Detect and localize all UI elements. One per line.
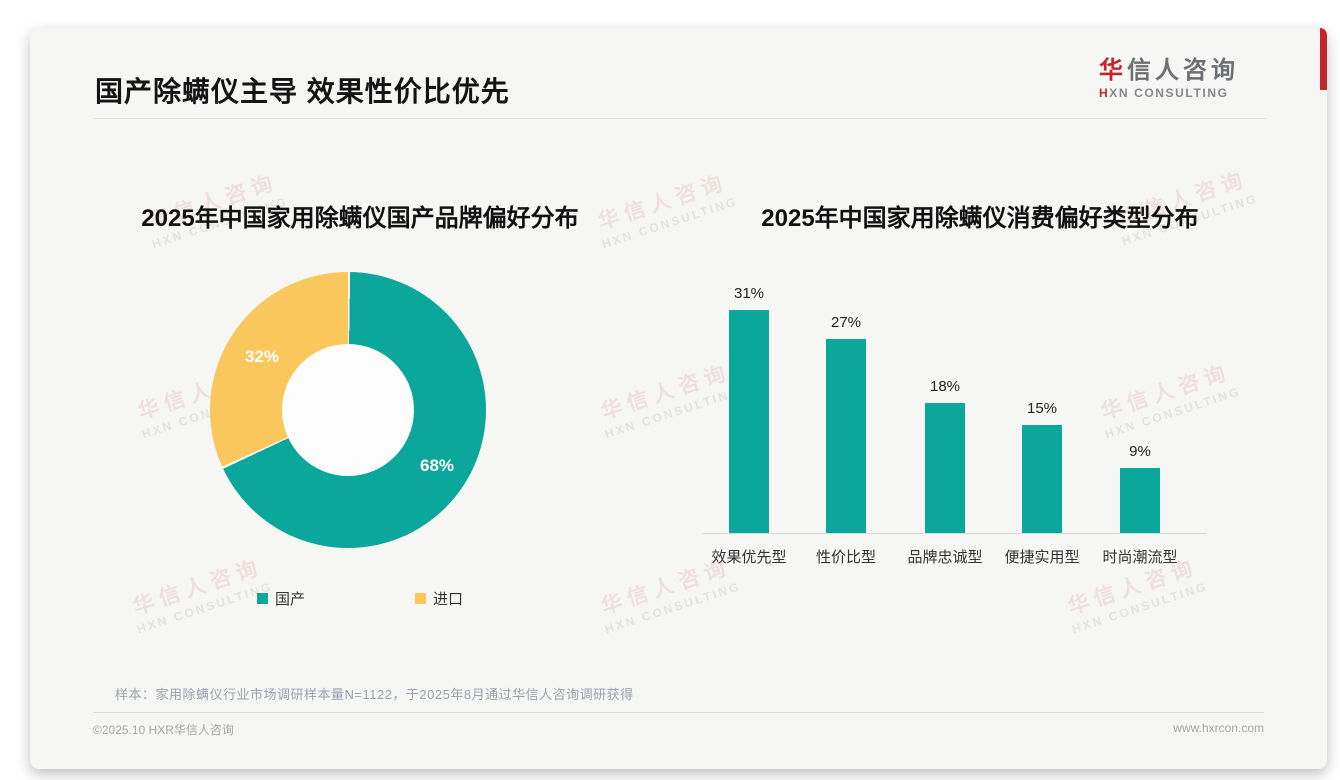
- red-accent-bar: [1320, 28, 1327, 90]
- bar-category-label: 性价比型: [815, 549, 876, 566]
- legend-swatch-domestic: [256, 593, 268, 604]
- sample-note: 样本：家用除螨仪行业市场调研样本量N=1122，于2025年8月通过华信人咨询调…: [115, 687, 634, 702]
- copyright-text: ©2025.10 HXR华信人咨询: [93, 723, 234, 737]
- donut-chart-title: 2025年中国家用除螨仪国产品牌偏好分布: [141, 205, 579, 232]
- donut-hole: [282, 344, 414, 476]
- legend-label-domestic: 国产: [274, 591, 305, 608]
- company-logo: 华信人咨询 HXN CONSULTING: [1099, 57, 1239, 101]
- bar-category-label: 效果优先型: [711, 549, 787, 566]
- footer-divider: [93, 712, 1264, 713]
- bar-value-label: 31%: [733, 285, 765, 302]
- donut-chart: 32% 68%: [210, 272, 486, 548]
- legend-label-imported: 进口: [433, 591, 464, 608]
- bar-group: 18%: [890, 378, 1000, 533]
- legend-item-imported: 进口: [415, 588, 463, 609]
- logo-en-text: HXN CONSULTING: [1099, 86, 1229, 101]
- bar-group: 15%: [987, 400, 1097, 533]
- bar: [1022, 425, 1062, 533]
- bar-axis-line: [703, 533, 1207, 534]
- bar-group: 27%: [791, 314, 901, 533]
- page-title: 国产除螨仪主导 效果性价比优先: [95, 76, 510, 107]
- bar-category-label: 便捷实用型: [1004, 549, 1080, 566]
- bar: [925, 403, 965, 533]
- bar-chart-title: 2025年中国家用除螨仪消费偏好类型分布: [761, 205, 1199, 232]
- bar: [826, 339, 866, 533]
- slide-card: 华信人咨询 HXN CONSULTING 华信人咨询 HXN CONSULTIN…: [30, 28, 1327, 769]
- bar: [729, 310, 769, 533]
- donut-label-domestic: 68%: [419, 456, 455, 475]
- bar-category-labels: 效果优先型 性价比型 品牌忠诚型 便捷实用型 时尚潮流型: [703, 546, 1207, 568]
- title-divider: [93, 118, 1267, 119]
- bar-group: 9%: [1085, 443, 1195, 533]
- bar-value-label: 9%: [1129, 443, 1151, 460]
- legend-item-domestic: 国产: [256, 588, 305, 609]
- donut-label-imported: 32%: [244, 347, 280, 366]
- logo-cn-text: 华信人咨询: [1099, 57, 1239, 84]
- bar-value-label: 15%: [1026, 400, 1058, 417]
- footer: ©2025.10 HXR华信人咨询 www.hxrcon.com: [93, 721, 1264, 738]
- bar: [1120, 468, 1160, 533]
- bar-category-label: 时尚潮流型: [1102, 549, 1178, 566]
- website-url: www.hxrcon.com: [1173, 721, 1264, 735]
- legend-swatch-imported: [415, 593, 426, 604]
- bar-category-label: 品牌忠诚型: [907, 549, 983, 566]
- legend: 国产 进口: [80, 588, 640, 609]
- bar-plot: 31% 27% 18% 15% 9%: [703, 285, 1207, 534]
- bar-value-label: 18%: [929, 378, 961, 395]
- bar-value-label: 27%: [830, 314, 862, 331]
- bar-group: 31%: [694, 285, 804, 533]
